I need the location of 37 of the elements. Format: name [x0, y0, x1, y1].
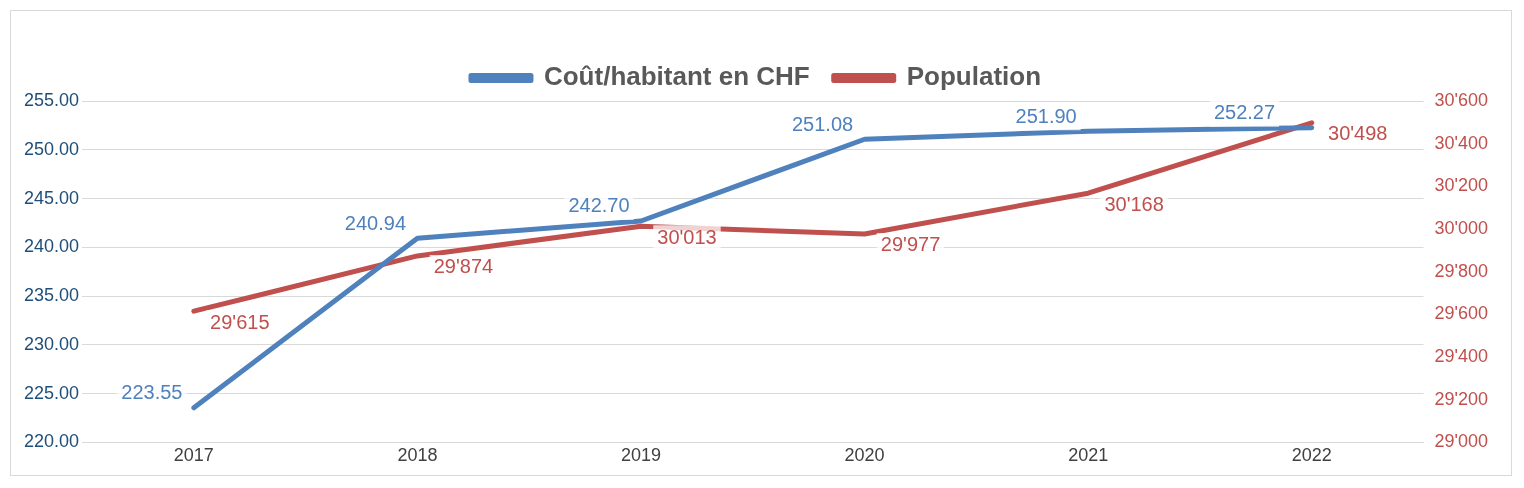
data-label: 242.70: [568, 194, 630, 217]
y2-tick-label: 30'400: [1434, 132, 1489, 153]
y-tick-label: 235.00: [23, 285, 80, 306]
x-tick-label: 2019: [620, 445, 662, 466]
y2-tick-label: 29'400: [1434, 346, 1489, 367]
data-label: 30'013: [657, 225, 717, 248]
y-tick-label: 245.00: [23, 187, 80, 208]
data-label: 29'615: [210, 310, 270, 333]
y-tick-label: 255.00: [23, 89, 80, 110]
x-tick-label: 2018: [397, 445, 438, 466]
y2-tick-label: 29'000: [1434, 431, 1489, 452]
legend-label: Coût/habitant en CHF: [543, 61, 810, 92]
x-tick-label: 2020: [844, 445, 885, 466]
x-tick-label: 2021: [1068, 445, 1109, 466]
x-tick-label: 2017: [173, 445, 214, 466]
data-label: 240.94: [344, 211, 406, 234]
y2-tick-label: 29'600: [1434, 303, 1489, 324]
data-label: 30'168: [1104, 192, 1164, 215]
data-label: 29'874: [433, 255, 494, 278]
y-tick-label: 220.00: [23, 431, 80, 452]
y2-tick-label: 29'200: [1434, 388, 1489, 409]
y2-tick-label: 29'800: [1434, 260, 1489, 281]
y-tick-label: 240.00: [23, 236, 80, 257]
x-tick-label: 2022: [1291, 445, 1332, 466]
legend-label: Population: [906, 61, 1042, 92]
y-tick-label: 225.00: [23, 382, 80, 403]
data-label: 251.90: [1015, 104, 1077, 127]
data-label: 223.55: [121, 381, 183, 404]
y-tick-label: 230.00: [23, 333, 80, 354]
data-label: 252.27: [1213, 101, 1276, 124]
data-label: 29'977: [880, 233, 941, 256]
y2-tick-label: 30'000: [1434, 217, 1489, 238]
y2-tick-label: 30'600: [1434, 89, 1489, 110]
data-label: 30'498: [1328, 122, 1388, 145]
y2-tick-label: 30'200: [1434, 175, 1489, 196]
data-label: 251.08: [791, 112, 854, 135]
y-tick-label: 250.00: [23, 138, 80, 159]
